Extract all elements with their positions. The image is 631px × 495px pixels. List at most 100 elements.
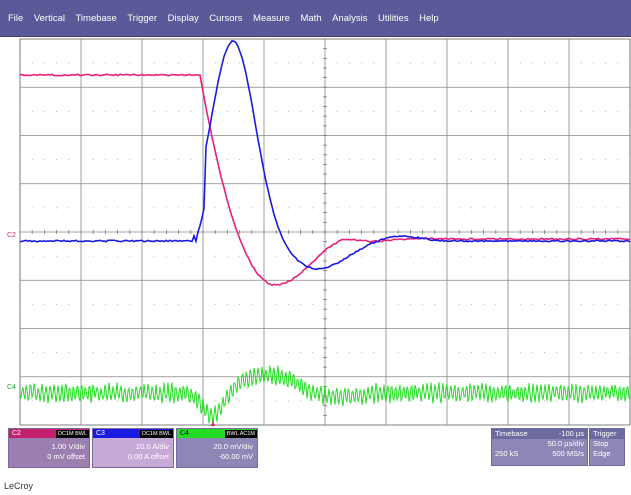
timebase-descriptor[interactable]: Timebase -100 µs 50.0 µs/div 250 kS 500 … (491, 428, 588, 466)
grid-dot (569, 159, 570, 160)
channel-c3-descriptor[interactable]: C3 DC1M BWL 20.0 A/div 0.00 A offset (92, 428, 174, 466)
grid-dot (447, 304, 448, 305)
grid-dot (129, 352, 130, 353)
menu-help[interactable]: Help (419, 13, 439, 24)
grid-dot (520, 400, 521, 401)
grid-dot (471, 159, 472, 160)
channel-c3-name: C3 (93, 429, 108, 438)
grid-dot (630, 111, 631, 112)
menu-analysis[interactable]: Analysis (332, 13, 367, 24)
grid-dot (459, 63, 460, 64)
menu-cursors[interactable]: Cursors (209, 13, 242, 24)
channel-c2-descriptor[interactable]: C2 DC1M BWL 1.00 V/div 0 mV offset (8, 428, 90, 466)
grid-dot (581, 304, 582, 305)
grid-dot (434, 111, 435, 112)
grid-dot (227, 352, 228, 353)
grid-dot (251, 159, 252, 160)
grid-dot (532, 352, 533, 353)
grid-dot (532, 207, 533, 208)
grid-dot (459, 111, 460, 112)
grid-dot (373, 207, 374, 208)
grid-dot (483, 304, 484, 305)
menu-measure[interactable]: Measure (253, 13, 290, 24)
grid-dot (44, 111, 45, 112)
grid-dot (68, 207, 69, 208)
grid-dot (44, 159, 45, 160)
grid-dot (32, 111, 33, 112)
grid-dot (81, 304, 82, 305)
grid-dot (227, 63, 228, 64)
grid-dot (495, 352, 496, 353)
trigger-label: Trigger (593, 429, 616, 439)
menu-display[interactable]: Display (168, 13, 199, 24)
grid-dot (178, 304, 179, 305)
grid-dot (605, 304, 606, 305)
grid-dot (32, 400, 33, 401)
grid-dot (154, 159, 155, 160)
grid-dot (569, 256, 570, 257)
grid-dot (483, 111, 484, 112)
grid-dot (56, 63, 57, 64)
grid-dot (361, 207, 362, 208)
grid-dot (32, 304, 33, 305)
menu-timebase[interactable]: Timebase (75, 13, 116, 24)
grid-dot (81, 352, 82, 353)
grid-dot (410, 111, 411, 112)
timebase-delay: -100 µs (559, 429, 584, 439)
grid-dot (166, 111, 167, 112)
grid-dot (434, 63, 435, 64)
grid-dot (373, 159, 374, 160)
grid-dot (215, 400, 216, 401)
grid-dot (227, 256, 228, 257)
grid-dot (422, 207, 423, 208)
grid-dot (81, 256, 82, 257)
grid-dot (361, 159, 362, 160)
channel-c4-scale: 20.0 mV/div (177, 442, 257, 452)
grid-dot (605, 256, 606, 257)
grid-dot (203, 352, 204, 353)
grid-dot (105, 256, 106, 257)
grid-dot (495, 63, 496, 64)
menu-math[interactable]: Math (300, 13, 321, 24)
grid-dot (520, 159, 521, 160)
grid-dot (544, 207, 545, 208)
grid-dot (569, 111, 570, 112)
grid-dot (422, 256, 423, 257)
grid-dot (386, 63, 387, 64)
grid-dot (569, 207, 570, 208)
menu-trigger[interactable]: Trigger (127, 13, 157, 24)
grid-dot (410, 63, 411, 64)
grid-dot (81, 207, 82, 208)
grid-dot (617, 207, 618, 208)
grid-dot (251, 400, 252, 401)
grid-dot (434, 400, 435, 401)
grid-dot (544, 63, 545, 64)
trigger-descriptor[interactable]: Trigger Stop Edge (589, 428, 625, 466)
grid-dot (361, 304, 362, 305)
menu-file[interactable]: File (8, 13, 23, 24)
channel-c2-tag: DC1M BWL (56, 430, 89, 438)
grid-dot (508, 111, 509, 112)
waveform-display[interactable]: C2 C4 ▲ (0, 37, 631, 427)
grid-dot (203, 304, 204, 305)
menu-utilities[interactable]: Utilities (378, 13, 409, 24)
grid-dot (337, 304, 338, 305)
grid-dot (386, 111, 387, 112)
grid-dot (508, 159, 509, 160)
grid-dot (178, 352, 179, 353)
grid-dot (373, 352, 374, 353)
grid-dot (337, 159, 338, 160)
menu-vertical[interactable]: Vertical (34, 13, 65, 24)
channel-c4-descriptor[interactable]: C4 BWL AC1M 20.0 mV/div -60.00 mV (176, 428, 258, 466)
grid-dot (361, 256, 362, 257)
grid-dot (569, 63, 570, 64)
timebase-per-div: 50.0 µs/div (548, 439, 584, 449)
grid-dot (422, 111, 423, 112)
grid-dot (337, 207, 338, 208)
trigger-type: Edge (593, 449, 611, 459)
grid-dot (276, 63, 277, 64)
grid-dot (495, 207, 496, 208)
grid-dot (337, 63, 338, 64)
grid-dot (556, 352, 557, 353)
grid-dot (349, 111, 350, 112)
